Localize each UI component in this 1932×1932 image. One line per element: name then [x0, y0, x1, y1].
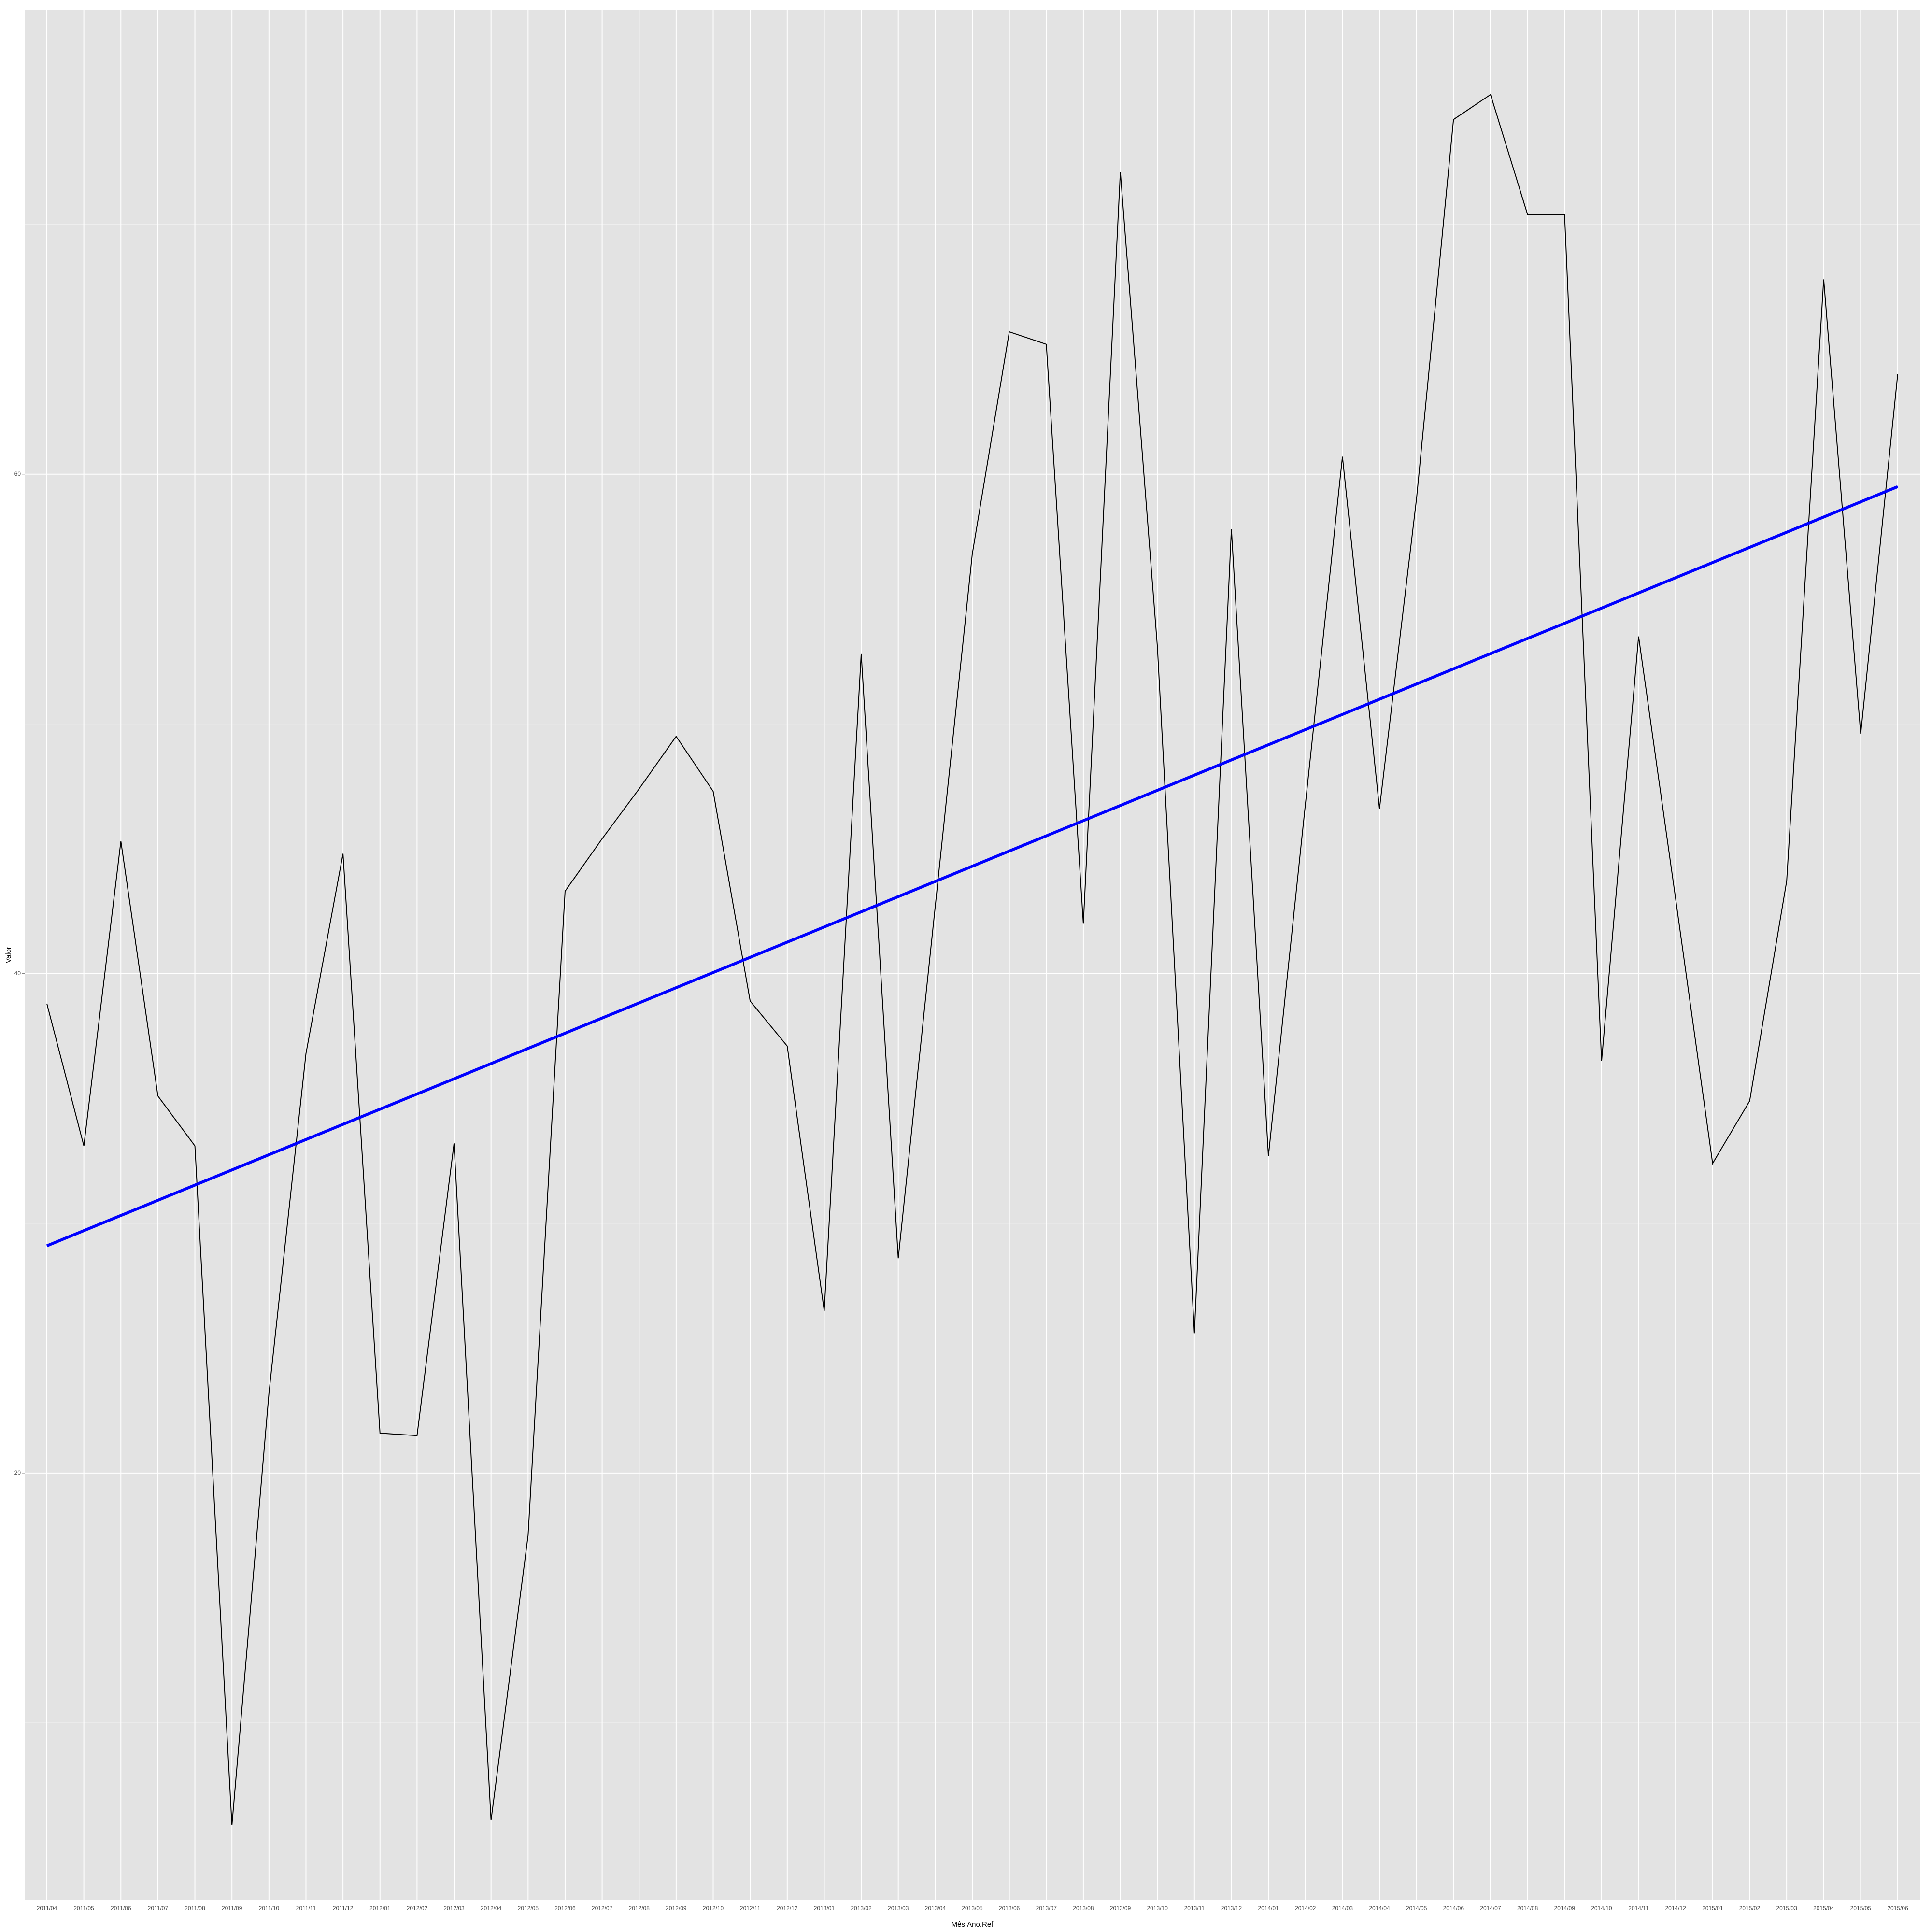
x-tick-label: 2015/06	[1887, 1905, 1908, 1912]
x-tick-label: 2012/03	[443, 1905, 465, 1912]
x-tick-label: 2013/01	[814, 1905, 835, 1912]
x-tick-label: 2014/07	[1480, 1905, 1501, 1912]
x-tick-label: 2015/04	[1813, 1905, 1834, 1912]
x-tick-label: 2011/11	[296, 1905, 316, 1912]
x-tick-label: 2015/02	[1739, 1905, 1761, 1912]
x-tick-label: 2013/06	[999, 1905, 1020, 1912]
x-tick-label: 2015/05	[1850, 1905, 1872, 1912]
x-tick-label: 2014/10	[1591, 1905, 1612, 1912]
x-tick-label: 2012/06	[554, 1905, 576, 1912]
x-tick-label: 2014/12	[1665, 1905, 1686, 1912]
x-tick-label: 2013/10	[1147, 1905, 1168, 1912]
x-tick-label: 2011/05	[73, 1905, 94, 1912]
x-tick-label: 2014/03	[1332, 1905, 1353, 1912]
x-tick-label: 2012/07	[592, 1905, 613, 1912]
x-tick-label: 2011/06	[111, 1905, 131, 1912]
x-tick-label: 2011/09	[222, 1905, 242, 1912]
x-axis-title: Mês.Ano.Ref	[952, 1920, 994, 1929]
y-tick-label: 60	[14, 470, 21, 477]
x-tick-label: 2013/08	[1073, 1905, 1094, 1912]
x-tick-label: 2012/02	[407, 1905, 428, 1912]
y-axis-title: Valor	[4, 947, 13, 963]
x-tick-label: 2013/03	[888, 1905, 909, 1912]
x-tick-label: 2012/01	[369, 1905, 391, 1912]
x-tick-label: 2013/12	[1221, 1905, 1242, 1912]
x-tick-label: 2014/06	[1443, 1905, 1464, 1912]
x-tick-label: 2012/05	[518, 1905, 539, 1912]
x-tick-label: 2012/10	[703, 1905, 724, 1912]
x-tick-label: 2011/07	[148, 1905, 169, 1912]
x-tick-label: 2012/11	[740, 1905, 761, 1912]
x-tick-label: 2011/12	[333, 1905, 354, 1912]
x-tick-label: 2014/08	[1517, 1905, 1538, 1912]
y-tick-label: 40	[14, 970, 21, 977]
x-tick-label: 2013/04	[925, 1905, 946, 1912]
x-tick-label: 2013/11	[1184, 1905, 1205, 1912]
x-tick-label: 2011/04	[37, 1905, 57, 1912]
x-tick-label: 2012/08	[629, 1905, 650, 1912]
x-tick-label: 2011/08	[185, 1905, 205, 1912]
x-tick-label: 2013/02	[851, 1905, 872, 1912]
x-tick-label: 2013/05	[962, 1905, 983, 1912]
x-tick-label: 2013/07	[1036, 1905, 1057, 1912]
y-tick-label: 20	[14, 1469, 21, 1476]
x-tick-label: 2012/12	[777, 1905, 798, 1912]
data-line	[46, 94, 1899, 1825]
x-tick-label: 2014/01	[1258, 1905, 1279, 1912]
x-tick-label: 2015/01	[1702, 1905, 1723, 1912]
x-tick-label: 2014/04	[1369, 1905, 1390, 1912]
x-tick-label: 2012/04	[481, 1905, 502, 1912]
x-tick-label: 2013/09	[1110, 1905, 1131, 1912]
x-tick-label: 2014/11	[1628, 1905, 1649, 1912]
x-tick-label: 2012/09	[666, 1905, 687, 1912]
trend-line	[46, 485, 1899, 1248]
x-tick-label: 2011/10	[259, 1905, 280, 1912]
x-tick-label: 2014/02	[1295, 1905, 1316, 1912]
x-tick-label: 2015/03	[1776, 1905, 1797, 1912]
x-tick-label: 2014/09	[1554, 1905, 1576, 1912]
x-tick-label: 2014/05	[1406, 1905, 1427, 1912]
